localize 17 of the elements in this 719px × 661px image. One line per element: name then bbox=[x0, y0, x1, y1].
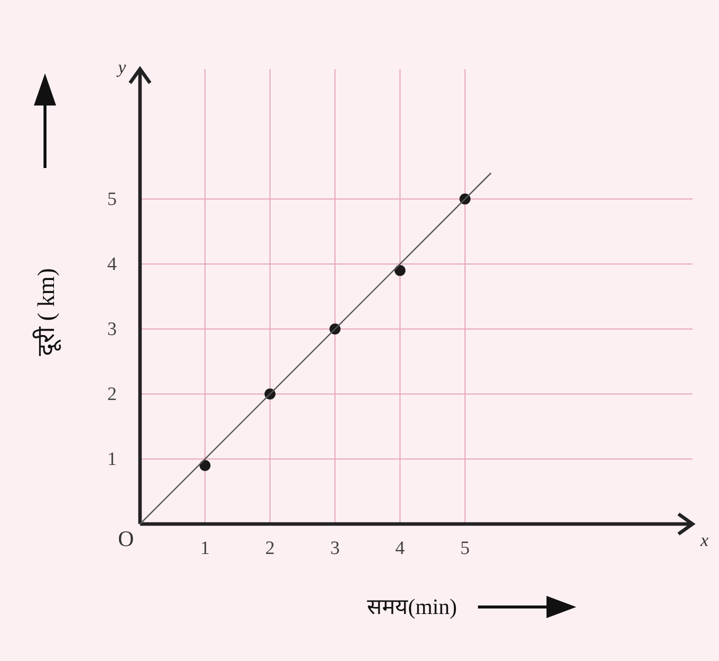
point bbox=[394, 265, 406, 276]
x-tick-label: 5 bbox=[460, 538, 470, 559]
x-tick-label: 4 bbox=[395, 538, 406, 559]
x-tick-label: 2 bbox=[265, 538, 275, 559]
text: y bbox=[116, 57, 126, 77]
y-tick-label: 5 bbox=[107, 189, 117, 210]
text: O bbox=[118, 526, 134, 551]
x-axis-title: समय(min) bbox=[367, 594, 457, 619]
y-tick-label: 4 bbox=[107, 254, 118, 275]
y-tick-label: 3 bbox=[107, 319, 117, 340]
point bbox=[200, 460, 210, 471]
y-tick-label: 2 bbox=[107, 384, 117, 405]
x-tick-label: 1 bbox=[200, 538, 210, 559]
y-tick-label: 1 bbox=[107, 449, 117, 470]
y-axis-title: दूरी ( km) bbox=[32, 268, 62, 356]
text: x bbox=[700, 530, 708, 550]
x-tick-label: 3 bbox=[330, 538, 340, 559]
